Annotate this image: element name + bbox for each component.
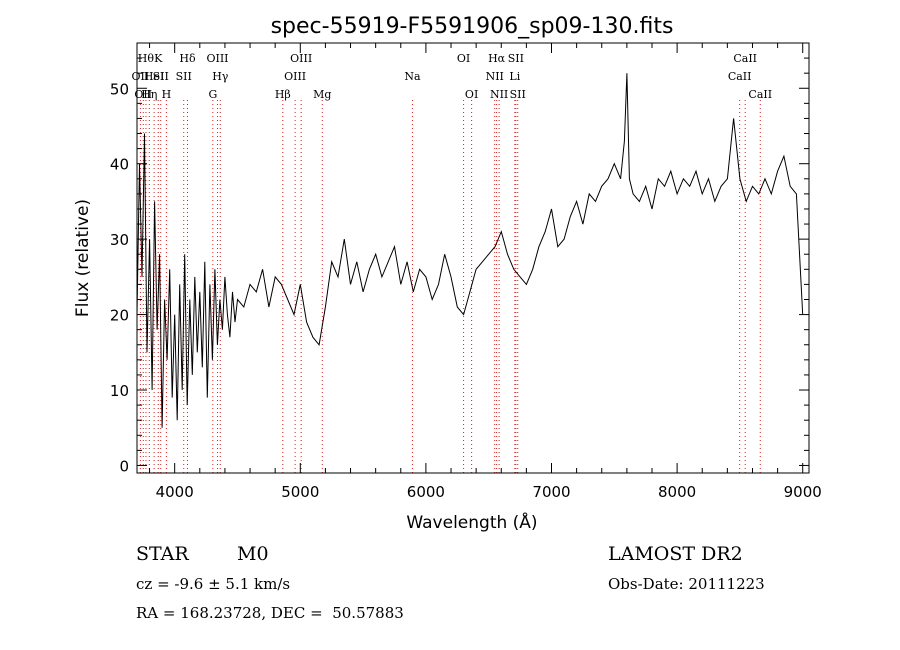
line-markers: OII OII Hθ Hη HeI K SII H Hδ SII OIII Hγ G Hβ OIII OIII… <box>132 52 772 473</box>
line-marker-label: OI <box>457 52 470 65</box>
y-tick-label: 0 <box>119 457 129 475</box>
line-marker-label: CaII <box>728 70 752 83</box>
redshift-text: cz = -9.6 ± 5.1 km/s <box>136 575 291 593</box>
line-marker-label: SII <box>176 70 192 83</box>
x-tick-label: 7000 <box>532 483 570 501</box>
x-tick-label: 5000 <box>281 483 319 501</box>
line-marker-label: SII <box>153 70 169 83</box>
line-marker-label: Hα <box>488 52 506 65</box>
survey-name: LAMOST DR2 <box>608 543 743 565</box>
line-marker-label: Hδ <box>179 52 196 65</box>
y-tick-label: 10 <box>110 382 129 400</box>
x-tick-label: 8000 <box>658 483 696 501</box>
line-marker-label: SII <box>508 52 524 65</box>
x-tick-label: 6000 <box>407 483 445 501</box>
line-marker-label: Na <box>404 70 421 83</box>
y-axis-label: Flux (relative) <box>73 199 93 317</box>
line-marker-label: Hη <box>141 88 157 101</box>
chart-title: spec-55919-F5591906_sp09-130.fits <box>271 14 674 39</box>
spectrum-line <box>136 73 804 428</box>
line-marker-label: OI <box>465 88 478 101</box>
line-marker-label: Li <box>509 70 520 83</box>
obs-date: Obs-Date: 20111223 <box>608 575 765 593</box>
coordinates-text: RA = 168.23728, DEC = 50.57883 <box>136 604 404 622</box>
line-marker-label: OIII <box>206 52 228 65</box>
line-marker-label: Hβ <box>275 88 291 101</box>
x-tick-label: 9000 <box>784 483 822 501</box>
x-axis: 4000 5000 6000 7000 8000 9000 <box>149 43 822 501</box>
y-tick-label: 30 <box>110 231 129 249</box>
line-marker-label: CaII <box>748 88 772 101</box>
x-axis-label: Wavelength (Å) <box>406 511 537 533</box>
line-marker-label: G <box>208 88 217 101</box>
y-tick-label: 40 <box>110 156 129 174</box>
line-marker-label: OIII <box>284 70 306 83</box>
line-marker-label: OIII <box>290 52 312 65</box>
plot-frame <box>136 42 810 474</box>
line-marker-label: NII <box>486 70 504 83</box>
line-marker-label: HeI <box>144 70 164 83</box>
series-group <box>136 73 804 428</box>
y-tick-label: 20 <box>110 307 129 325</box>
subclass: M0 <box>237 543 269 565</box>
line-marker-label: OII <box>132 70 150 83</box>
y-axis: 0 10 20 30 40 50 <box>110 57 809 475</box>
line-marker-label: OII <box>134 88 152 101</box>
line-marker-label: SII <box>510 88 526 101</box>
line-marker-label: H <box>162 88 172 101</box>
line-marker-label: K <box>154 52 163 65</box>
line-marker-label: Mg <box>313 88 331 101</box>
line-marker-label: Hγ <box>212 70 229 83</box>
line-marker-label: CaII <box>733 52 757 65</box>
x-tick-label: 4000 <box>156 483 194 501</box>
line-marker-label: Hθ <box>138 52 155 65</box>
object-class: STAR <box>136 543 189 565</box>
y-tick-label: 50 <box>110 80 129 98</box>
line-marker-label: NII <box>490 88 508 101</box>
